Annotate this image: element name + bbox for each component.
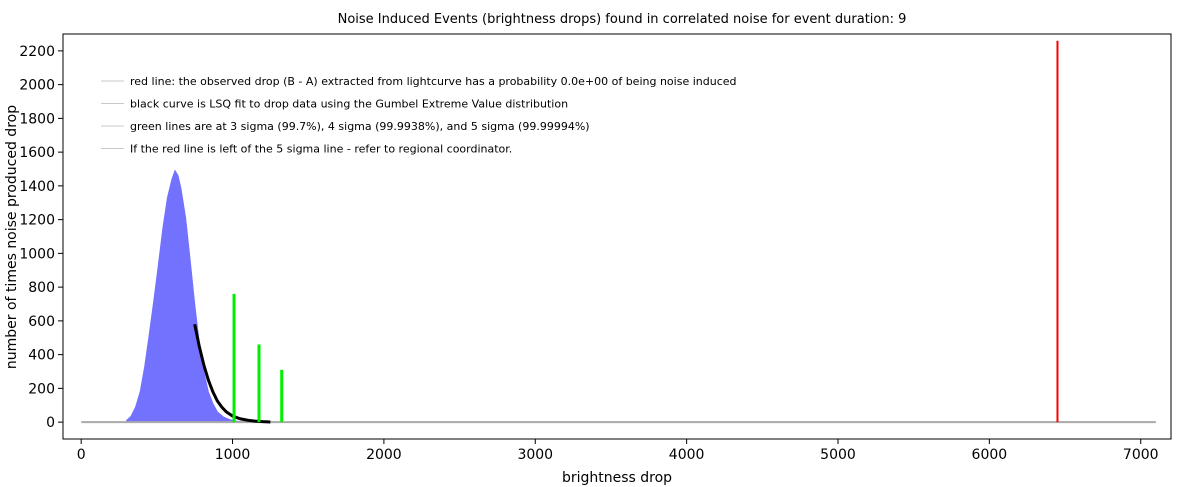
y-tick-label: 1800 [19, 111, 55, 127]
histogram [126, 169, 246, 423]
x-tick-label: 6000 [972, 447, 1008, 463]
legend-entry: green lines are at 3 sigma (99.7%), 4 si… [130, 120, 590, 133]
x-tick-label: 0 [77, 447, 86, 463]
y-tick-label: 1400 [19, 179, 55, 195]
legend-entry: If the red line is left of the 5 sigma l… [130, 143, 512, 156]
x-tick-label: 5000 [820, 447, 856, 463]
y-tick-label: 2200 [19, 44, 55, 60]
y-axis: 0 200 400 600 800 1000 1200 1400 1600 1800 2000 220… [19, 44, 63, 431]
x-tick-label: 3000 [517, 447, 553, 463]
plot-frame [62, 33, 1172, 440]
legend: red line: the observed drop (B - A) extr… [101, 75, 737, 156]
y-tick-label: 800 [28, 280, 55, 296]
y-tick-label: 2000 [19, 78, 55, 94]
gumbel-fit [193, 323, 271, 424]
legend-entry: black curve is LSQ fit to drop data usin… [130, 98, 568, 111]
y-tick-label: 200 [28, 381, 55, 397]
y-tick-label: 1600 [19, 145, 55, 161]
x-axis-label: brightness drop [562, 470, 672, 486]
y-tick-label: 1200 [19, 213, 55, 229]
y-axis-label: number of times noise produced drop [4, 105, 20, 369]
legend-entry: red line: the observed drop (B - A) extr… [130, 75, 737, 88]
x-tick-label: 4000 [669, 447, 705, 463]
y-tick-label: 1000 [19, 246, 55, 262]
x-tick-label: 1000 [215, 447, 251, 463]
y-tick-label: 400 [28, 348, 55, 364]
sigma-lines [232, 293, 284, 423]
x-tick-label: 7000 [1123, 447, 1159, 463]
y-tick-label: 600 [28, 314, 55, 330]
chart-title: Noise Induced Events (brightness drops) … [338, 12, 907, 27]
x-tick-label: 2000 [366, 447, 402, 463]
histogram-area [126, 169, 246, 423]
x-axis: 0 1000 2000 3000 4000 5000 6000 7000 [77, 439, 1159, 463]
y-tick-label: 0 [46, 415, 55, 431]
gumbel-fit-curve [193, 323, 271, 424]
